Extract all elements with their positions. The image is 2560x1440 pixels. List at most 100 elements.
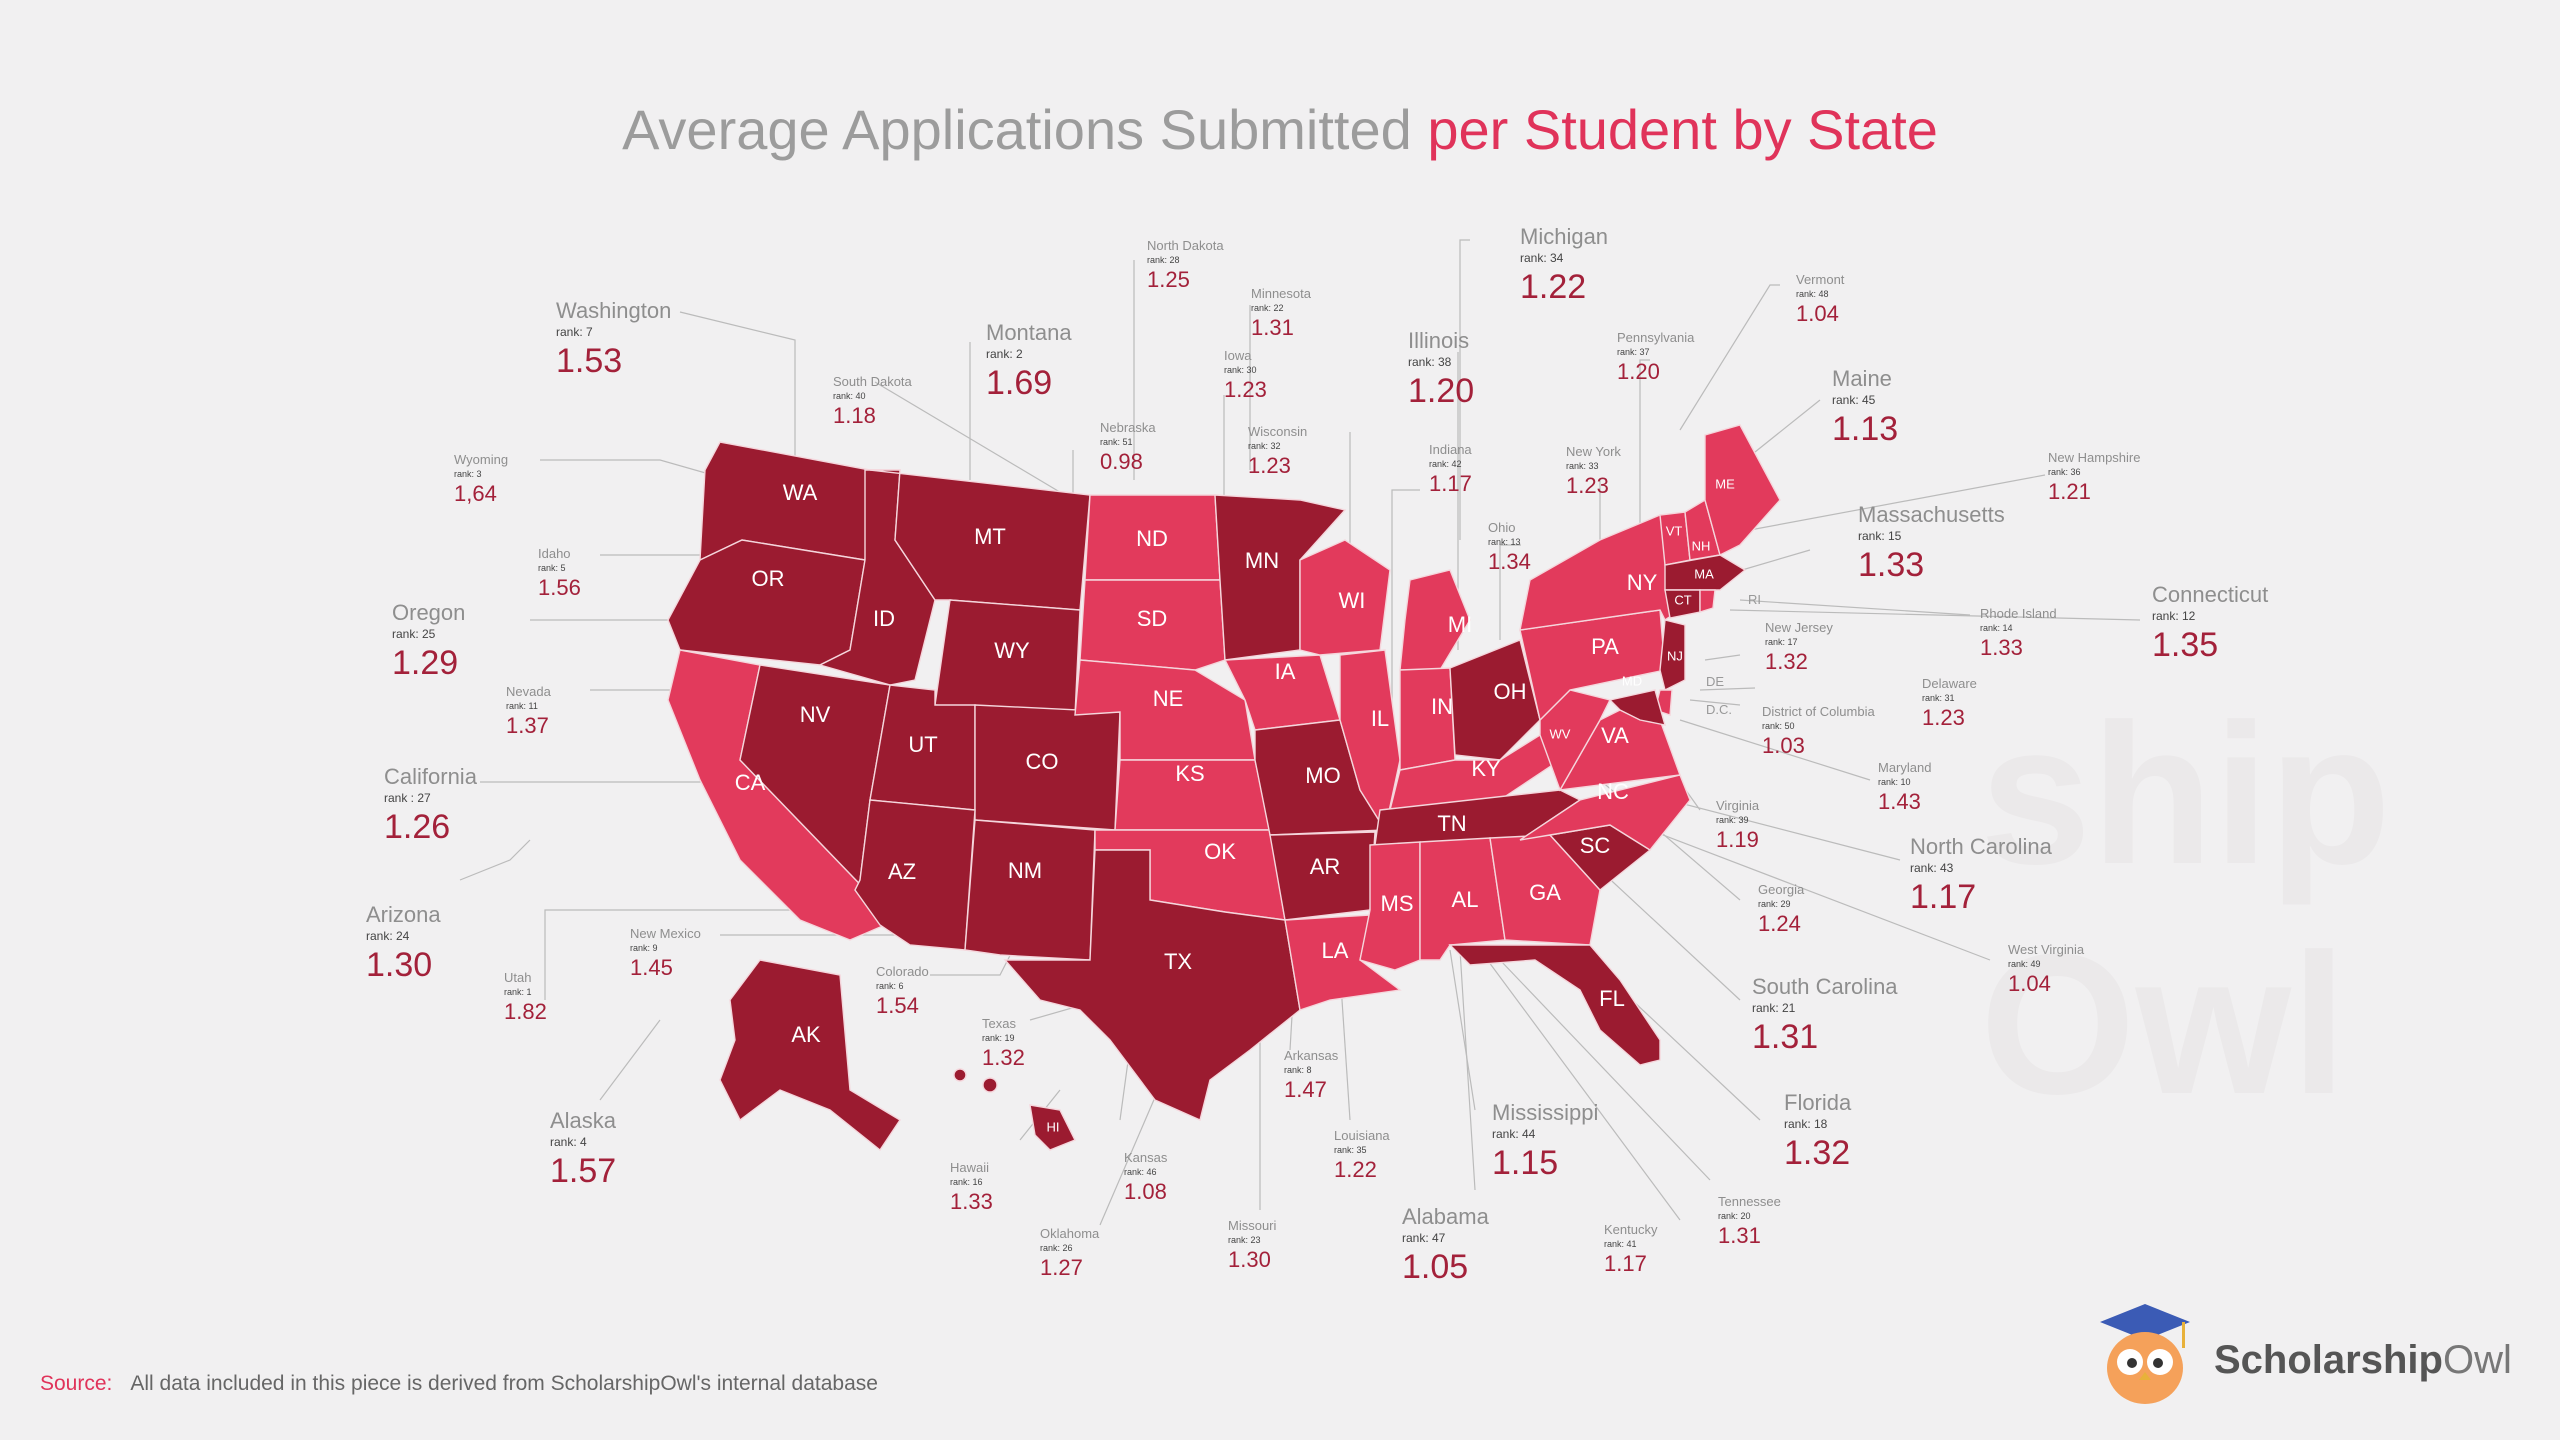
label-or: OR [752, 566, 785, 591]
callout-oregon: Oregon rank: 25 1.29 [392, 600, 465, 684]
label-co: CO [1026, 749, 1059, 774]
callout-south-carolina: South Carolina rank: 21 1.31 [1752, 974, 1898, 1058]
callout-name: Wyoming [454, 452, 509, 467]
callout-name: Rhode Island [1980, 606, 2057, 621]
callout-value: 1.23 [1224, 377, 1267, 402]
callout-name: Maine [1832, 366, 1892, 391]
callout-rhode-island: Rhode Island rank: 14 1.33 [1980, 606, 2057, 662]
state-nj [1659, 619, 1686, 692]
callout-rank: rank: 15 [1858, 529, 1902, 543]
callout-name: Oklahoma [1040, 1226, 1100, 1241]
callout-indiana: Indiana rank: 42 1.17 [1429, 442, 1472, 498]
callout-rank: rank: 8 [1284, 1065, 1312, 1075]
callout-rank: rank: 41 [1604, 1239, 1637, 1249]
label-nj: NJ [1667, 648, 1683, 663]
callout-name: Colorado [876, 964, 929, 979]
callout-rank: rank: 44 [1492, 1127, 1536, 1141]
callout-name: Montana [986, 320, 1072, 345]
callout-rank: rank: 42 [1429, 459, 1462, 469]
callout-name: Kansas [1124, 1150, 1168, 1165]
label-mt: MT [974, 524, 1006, 549]
callout-illinois: Illinois rank: 38 1.20 [1408, 328, 1474, 412]
label-nd: ND [1136, 526, 1168, 551]
label-hi: HI [1047, 1119, 1060, 1134]
state-ak [719, 959, 901, 1152]
label-vt: VT [1666, 523, 1683, 538]
callout-kansas: Kansas rank: 46 1.08 [1124, 1150, 1167, 1206]
callout-value: 1.17 [1910, 878, 1977, 916]
callout-value: 1.30 [1228, 1247, 1271, 1272]
callout-new-hampshire: New Hampshire rank: 36 1.21 [2048, 450, 2140, 506]
callout-hawaii: Hawaii rank: 16 1.33 [950, 1160, 993, 1216]
callout-california: California rank : 27 1.26 [384, 764, 477, 848]
label-ia: IA [1275, 659, 1296, 684]
callout-value: 1.30 [366, 946, 433, 984]
state-or [667, 539, 866, 666]
label-ne: NE [1153, 686, 1184, 711]
label-ak: AK [791, 1022, 821, 1047]
brand-name: ScholarshipOwl [2214, 1338, 2512, 1383]
label-ky: KY [1471, 756, 1501, 781]
label-dc: D.C. [1706, 702, 1732, 717]
callout-name: Illinois [1408, 328, 1470, 353]
callout-name: Vermont [1796, 272, 1845, 287]
callout-value: 1.57 [550, 1152, 617, 1190]
state-hi-islet-2 [982, 1077, 998, 1093]
callout-name: South Carolina [1752, 974, 1898, 999]
source-label: Source: [40, 1372, 113, 1395]
callout-rank: rank: 10 [1878, 777, 1911, 787]
brand-watermark: ship Owl [1980, 683, 2392, 1136]
label-me: ME [1715, 476, 1735, 491]
callout-value: 1.32 [1784, 1134, 1851, 1172]
state-nm [964, 819, 1096, 961]
callout-name: Mississippi [1492, 1100, 1599, 1125]
callout-rank: rank: 2 [986, 347, 1023, 361]
callout-missouri: Missouri rank: 23 1.30 [1228, 1218, 1276, 1274]
callout-name: Connecticut [2152, 582, 2269, 607]
callout-value: 1.29 [392, 644, 459, 682]
callout-rank: rank: 9 [630, 943, 658, 953]
callout-value: 1.24 [1758, 911, 1801, 936]
callout-name: Nevada [506, 684, 551, 699]
callout-vermont: Vermont rank: 48 1.04 [1796, 272, 1844, 328]
label-ga: GA [1529, 880, 1561, 905]
callout-arkansas: Arkansas rank: 8 1.47 [1284, 1048, 1338, 1104]
callout-value: 1.32 [982, 1045, 1025, 1070]
label-al: AL [1452, 887, 1479, 912]
callout-rank: rank: 6 [876, 981, 904, 991]
callout-name: Arizona [366, 902, 441, 927]
callout-new-york: New York rank: 33 1.23 [1566, 444, 1621, 500]
callout-value: 1.13 [1832, 410, 1899, 448]
callout-rank: rank: 39 [1716, 815, 1749, 825]
callout-value: 1.22 [1520, 268, 1587, 306]
state-hi-islet [953, 1068, 967, 1082]
callout-name: Iowa [1224, 348, 1252, 363]
callout-value: 1.33 [1980, 635, 2023, 660]
callout-washington: Washington rank: 7 1.53 [556, 298, 671, 382]
callout-rank: rank: 48 [1796, 289, 1829, 299]
label-ks: KS [1175, 761, 1204, 786]
callout-name: Nebraska [1100, 420, 1156, 435]
callout-rank: rank: 31 [1922, 693, 1955, 703]
callout-value: 1,64 [454, 481, 497, 506]
callout-value: 1.53 [556, 342, 623, 380]
callout-iowa: Iowa rank: 30 1.23 [1224, 348, 1267, 404]
callout-name: Utah [504, 970, 532, 985]
callout-value: 1.05 [1402, 1248, 1469, 1286]
callout-rank: rank: 4 [550, 1135, 587, 1149]
callout-rank: rank: 32 [1248, 441, 1281, 451]
label-ca: CA [735, 770, 766, 795]
label-wv: WV [1550, 726, 1571, 741]
callout-virginia: Virginia rank: 39 1.19 [1716, 798, 1759, 854]
callout-wisconsin: Wisconsin rank: 32 1.23 [1248, 424, 1307, 480]
callout-south-dakota: South Dakota rank: 40 1.18 [833, 374, 912, 430]
callout-utah: Utah rank: 1 1.82 [504, 970, 547, 1026]
callout-name: Missouri [1228, 1218, 1277, 1233]
callout-rank: rank: 29 [1758, 899, 1791, 909]
callout-value: 1.35 [2152, 626, 2219, 664]
callout-name: West Virginia [2008, 942, 2085, 957]
owl-icon [2100, 1304, 2190, 1404]
callout-rank: rank: 16 [950, 1177, 983, 1187]
callout-new-mexico: New Mexico rank: 9 1.45 [630, 926, 701, 982]
callout-value: 1.17 [1429, 471, 1472, 496]
